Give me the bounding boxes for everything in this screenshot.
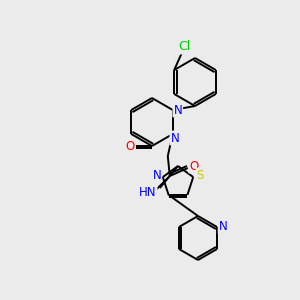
Text: O: O: [125, 140, 135, 152]
Text: O: O: [189, 160, 198, 172]
Text: HN: HN: [139, 185, 157, 199]
Text: S: S: [196, 169, 204, 182]
Text: N: N: [152, 169, 161, 182]
Text: N: N: [173, 103, 182, 116]
Text: N: N: [170, 131, 179, 145]
Text: N: N: [219, 220, 227, 233]
Text: Cl: Cl: [178, 40, 190, 53]
